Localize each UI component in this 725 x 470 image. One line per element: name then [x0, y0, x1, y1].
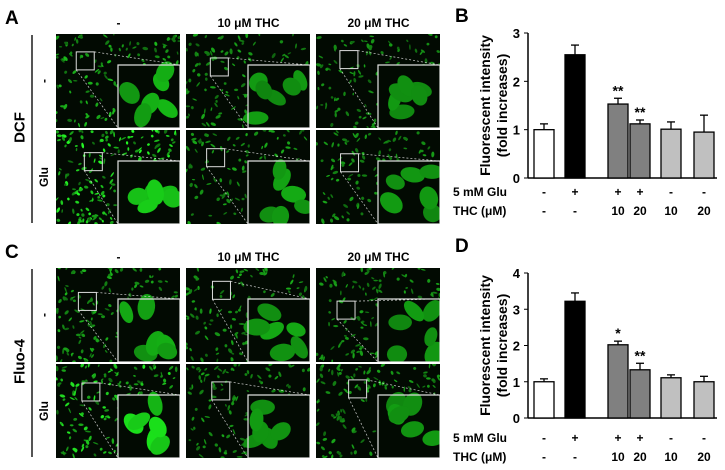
- micrograph: [316, 130, 440, 224]
- y-tick-label: 0: [513, 411, 520, 426]
- row-label: -: [37, 79, 51, 83]
- significance-marker: **: [635, 104, 646, 120]
- glu-value: -: [542, 185, 546, 199]
- stain-label: Fluo-4: [11, 339, 29, 384]
- micrograph: [186, 34, 310, 128]
- row-label-glu: 5 mM Glu: [453, 185, 507, 199]
- thc-value: -: [573, 450, 577, 464]
- panel-letter: D: [455, 236, 469, 257]
- glu-value: +: [571, 185, 578, 199]
- glu-value: -: [702, 431, 706, 445]
- bar: [660, 128, 682, 179]
- glu-value: +: [636, 185, 643, 199]
- divider-line: [31, 269, 33, 457]
- panel-letter: A: [5, 8, 19, 29]
- thc-value: 10: [611, 204, 625, 218]
- y-axis-label-line: (fold increases): [494, 294, 510, 397]
- y-tick-label: 1: [513, 375, 520, 390]
- micrograph: [186, 364, 310, 458]
- thc-value: 20: [697, 204, 711, 218]
- y-axis-label-line: (fold increases): [494, 54, 510, 157]
- glu-value: -: [669, 185, 673, 199]
- micrograph: [316, 268, 440, 362]
- significance-marker: **: [635, 347, 646, 363]
- y-tick-label: 3: [513, 26, 520, 41]
- significance-marker: *: [615, 325, 621, 341]
- row-label-thc: THC (μM): [453, 204, 506, 218]
- glu-value: +: [614, 431, 621, 445]
- y-tick-label: 1: [513, 123, 520, 138]
- micrograph: [56, 34, 180, 128]
- y-tick-label: 2: [513, 339, 520, 354]
- bar: [564, 300, 586, 419]
- significance-marker: **: [613, 82, 624, 98]
- y-tick-label: 4: [513, 266, 521, 281]
- thc-value: -: [573, 204, 577, 218]
- y-axis-label: Fluorescent intensity(fold increases): [477, 35, 510, 176]
- row-label: Glu: [37, 401, 51, 421]
- thc-value: 20: [633, 450, 647, 464]
- bar: [607, 344, 629, 419]
- bar: [629, 123, 651, 179]
- glu-value: -: [542, 431, 546, 445]
- stain-label: DCF: [11, 112, 29, 143]
- panel-letter: C: [5, 242, 19, 263]
- row-label: Glu: [37, 167, 51, 187]
- panel-letter: B: [455, 6, 469, 27]
- row-label-thc: THC (μM): [453, 450, 506, 464]
- bar: [564, 54, 586, 179]
- bar: [660, 377, 682, 419]
- bar: [693, 381, 715, 419]
- thc-value: 10: [664, 450, 678, 464]
- bar: [533, 381, 555, 419]
- column-header: 20 μM THC: [347, 250, 410, 264]
- glu-value: -: [702, 185, 706, 199]
- column-header: -: [116, 16, 121, 30]
- glu-value: +: [614, 185, 621, 199]
- column-header: 10 μM THC: [217, 16, 280, 30]
- thc-value: 10: [611, 450, 625, 464]
- y-tick-label: 2: [513, 74, 520, 89]
- bar: [629, 369, 651, 419]
- thc-value: 10: [664, 204, 678, 218]
- micrograph: [56, 268, 180, 362]
- bar: [533, 129, 555, 179]
- glu-value: -: [669, 431, 673, 445]
- micrograph: [186, 130, 310, 224]
- micrograph: [186, 268, 310, 362]
- glu-value: +: [571, 431, 578, 445]
- y-axis-label-line: Fluorescent intensity: [477, 35, 493, 176]
- y-tick-label: 0: [513, 171, 520, 186]
- thc-value: -: [542, 450, 546, 464]
- micrograph: [316, 364, 440, 458]
- row-label: -: [37, 313, 51, 317]
- column-header: 20 μM THC: [347, 16, 410, 30]
- y-tick-label: 3: [513, 302, 520, 317]
- y-axis-label: Fluorescent intensity(fold increases): [477, 275, 510, 416]
- micrograph: [316, 34, 440, 128]
- column-header: -: [116, 250, 121, 264]
- thc-value: -: [542, 204, 546, 218]
- micrograph: [56, 130, 180, 224]
- bar: [693, 131, 715, 179]
- divider-line: [31, 35, 33, 223]
- thc-value: 20: [697, 450, 711, 464]
- micrograph: [56, 364, 180, 458]
- row-label-glu: 5 mM Glu: [453, 431, 507, 445]
- thc-value: 20: [633, 204, 647, 218]
- y-axis-label-line: Fluorescent intensity: [477, 275, 493, 416]
- glu-value: +: [636, 431, 643, 445]
- bar: [607, 103, 629, 179]
- column-header: 10 μM THC: [217, 250, 280, 264]
